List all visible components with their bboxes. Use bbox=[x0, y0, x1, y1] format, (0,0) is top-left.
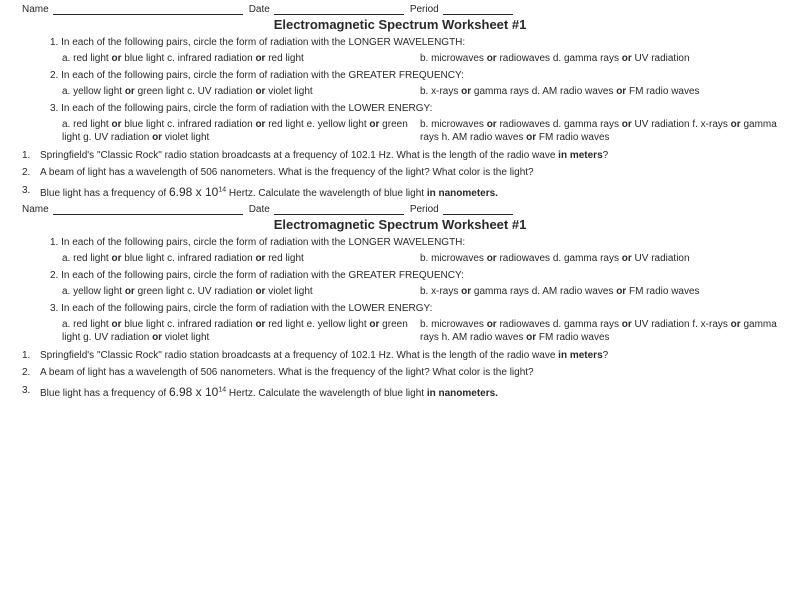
numq2: 2. A beam of light has a wavelength of 5… bbox=[22, 166, 778, 180]
q3-text: 3. In each of the following pairs, circl… bbox=[50, 102, 778, 116]
worksheet-copy-1: Name Date Period Electromagnetic Spectru… bbox=[0, 0, 800, 204]
numq3-num: 3. bbox=[22, 184, 40, 201]
q1b-text: 1. In each of the following pairs, circl… bbox=[50, 236, 778, 250]
date-label-2: Date bbox=[249, 204, 270, 215]
period-label: Period bbox=[410, 4, 439, 15]
date-label: Date bbox=[249, 4, 270, 15]
name-label: Name bbox=[22, 4, 49, 15]
period-line bbox=[443, 4, 513, 15]
q2-text: 2. In each of the following pairs, circl… bbox=[50, 69, 778, 83]
date-line bbox=[274, 4, 404, 15]
numq3b: 3. Blue light has a frequency of 6.98 x … bbox=[22, 384, 778, 401]
q3b-text: 3. In each of the following pairs, circl… bbox=[50, 302, 778, 316]
numq3: 3. Blue light has a frequency of 6.98 x … bbox=[22, 184, 778, 201]
q2-pairs: a. yellow light or green light c. UV rad… bbox=[62, 85, 778, 99]
numq2-num: 2. bbox=[22, 166, 40, 180]
worksheet-title: Electromagnetic Spectrum Worksheet #1 bbox=[22, 17, 778, 32]
numq2-text: A beam of light has a wavelength of 506 … bbox=[40, 166, 534, 180]
numq2b: 2. A beam of light has a wavelength of 5… bbox=[22, 366, 778, 380]
worksheet-title-2: Electromagnetic Spectrum Worksheet #1 bbox=[22, 217, 778, 232]
numq1: 1. Springfield's "Classic Rock" radio st… bbox=[22, 149, 778, 163]
q1-pairs: a. red light or blue light c. infrared r… bbox=[62, 52, 778, 66]
period-label-2: Period bbox=[410, 204, 439, 215]
header-row: Name Date Period bbox=[22, 4, 778, 15]
q2b-text: 2. In each of the following pairs, circl… bbox=[50, 269, 778, 283]
header-row-2: Name Date Period bbox=[22, 204, 778, 215]
numq3-text: Blue light has a frequency of 6.98 x 101… bbox=[40, 184, 498, 201]
numq1b: 1. Springfield's "Classic Rock" radio st… bbox=[22, 349, 778, 363]
q3-pairs: a. red light or blue light c. infrared r… bbox=[62, 118, 778, 145]
worksheet-copy-2: Name Date Period Electromagnetic Spectru… bbox=[0, 204, 800, 404]
numq1-text: Springfield's "Classic Rock" radio stati… bbox=[40, 149, 608, 163]
name-line bbox=[53, 4, 243, 15]
name-label-2: Name bbox=[22, 204, 49, 215]
q1-text: 1. In each of the following pairs, circl… bbox=[50, 36, 778, 50]
numq1-num: 1. bbox=[22, 149, 40, 163]
